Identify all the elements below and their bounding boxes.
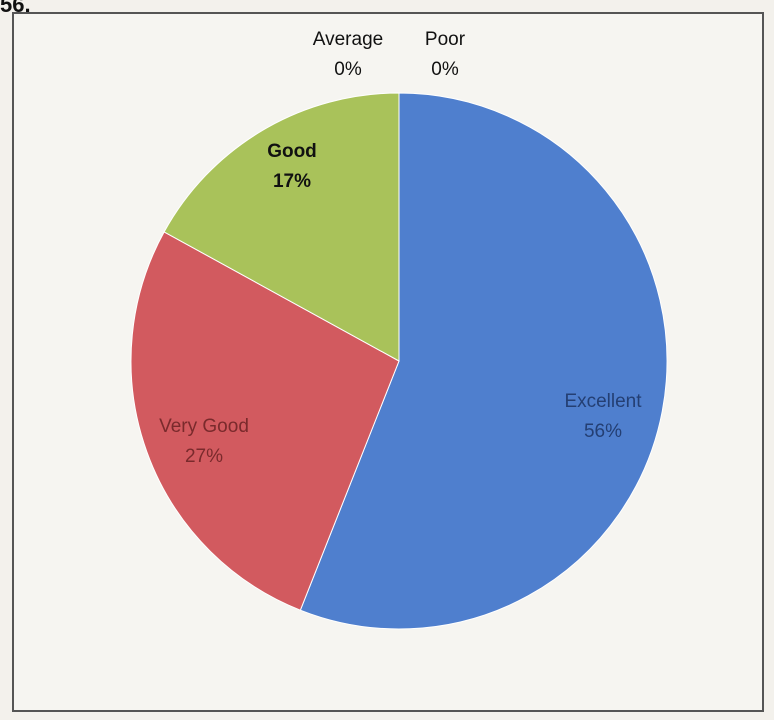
value-label-good: 17%	[273, 171, 311, 192]
label-very-good: Very Good	[159, 416, 249, 437]
value-label-poor: 0%	[431, 59, 459, 80]
label-poor: Poor	[425, 29, 466, 50]
value-label-average: 0%	[334, 59, 362, 80]
slice-very-good	[130, 231, 400, 611]
slice-excellent	[299, 92, 668, 630]
slice-good	[163, 92, 400, 362]
pie-labels: Excellent 56% Very Good 27% Good 17% Average 0%…	[159, 29, 642, 467]
value-label-excellent: 56%	[584, 421, 622, 442]
label-excellent: Excellent	[564, 391, 642, 412]
pie-slices	[130, 92, 668, 630]
label-average: Average	[313, 29, 383, 50]
label-good: Good	[267, 141, 317, 162]
value-label-very-good: 27%	[185, 446, 223, 467]
